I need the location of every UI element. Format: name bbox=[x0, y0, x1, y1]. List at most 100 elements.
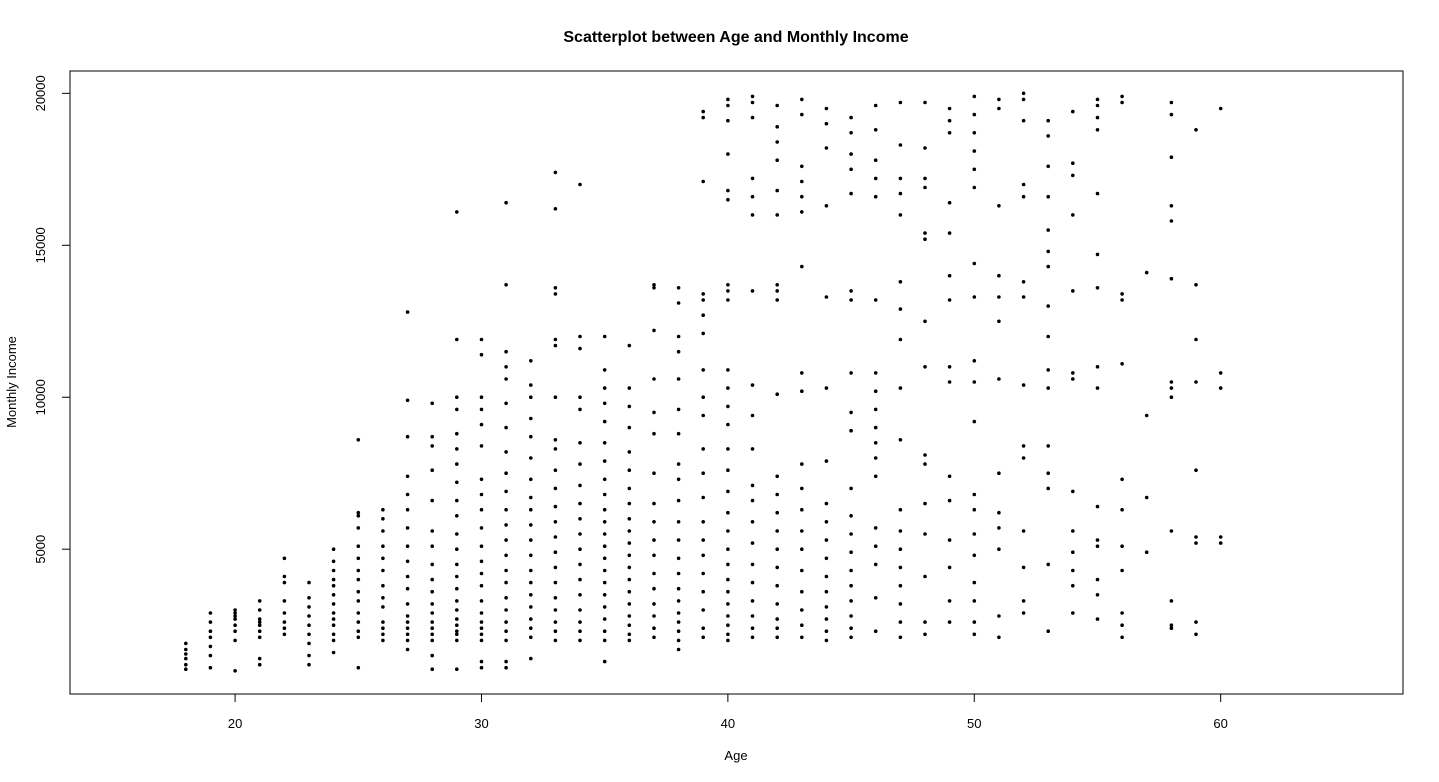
data-point bbox=[455, 574, 459, 579]
data-point bbox=[282, 580, 287, 585]
data-point bbox=[652, 377, 656, 381]
data-point bbox=[947, 599, 952, 603]
data-point bbox=[331, 559, 336, 564]
data-point bbox=[627, 450, 632, 454]
data-point bbox=[455, 667, 459, 671]
data-point bbox=[479, 559, 484, 564]
data-point bbox=[1046, 444, 1050, 448]
y-axis: 5000 10000 15000 20000 bbox=[33, 75, 71, 564]
data-point bbox=[750, 580, 755, 585]
data-point bbox=[455, 431, 459, 436]
data-point bbox=[997, 510, 1001, 515]
data-point bbox=[1046, 134, 1050, 138]
data-point bbox=[972, 261, 977, 266]
data-point bbox=[504, 349, 508, 354]
data-point bbox=[972, 419, 977, 424]
data-point bbox=[282, 620, 287, 624]
data-point bbox=[898, 176, 903, 181]
data-point bbox=[479, 352, 484, 357]
data-point bbox=[676, 638, 681, 643]
data-point bbox=[726, 197, 730, 202]
data-point bbox=[824, 589, 829, 594]
data-point bbox=[947, 131, 952, 135]
data-point bbox=[578, 483, 582, 488]
data-point bbox=[1144, 495, 1149, 500]
data-point bbox=[1021, 118, 1026, 123]
data-point bbox=[750, 115, 755, 120]
data-point bbox=[676, 538, 681, 542]
data-point bbox=[972, 580, 977, 585]
data-point bbox=[701, 520, 705, 524]
data-point bbox=[652, 431, 656, 436]
data-point bbox=[455, 586, 459, 591]
data-point bbox=[405, 586, 410, 591]
data-point bbox=[1095, 128, 1100, 132]
data-point bbox=[184, 667, 188, 671]
data-point bbox=[947, 365, 952, 369]
data-point bbox=[208, 665, 213, 670]
data-point bbox=[553, 608, 558, 612]
data-point bbox=[602, 401, 607, 406]
data-point bbox=[750, 562, 755, 567]
data-point bbox=[1046, 228, 1050, 232]
data-point bbox=[479, 492, 484, 497]
data-point bbox=[1021, 194, 1026, 199]
data-point bbox=[972, 94, 977, 99]
data-point bbox=[775, 158, 779, 162]
data-point bbox=[800, 371, 804, 375]
data-point bbox=[972, 553, 977, 558]
data-point bbox=[602, 368, 607, 372]
data-point bbox=[726, 386, 730, 390]
data-point bbox=[873, 128, 878, 132]
data-point bbox=[455, 629, 459, 633]
data-point bbox=[257, 629, 262, 633]
data-point bbox=[873, 441, 878, 445]
data-point bbox=[1021, 456, 1026, 460]
data-point bbox=[430, 468, 435, 473]
data-point bbox=[529, 656, 533, 661]
data-point bbox=[947, 231, 952, 235]
data-point bbox=[1095, 286, 1100, 290]
data-point bbox=[257, 635, 262, 640]
data-point bbox=[701, 553, 705, 558]
data-point bbox=[726, 368, 730, 372]
data-point bbox=[947, 620, 952, 624]
data-point bbox=[479, 395, 484, 400]
data-point bbox=[405, 507, 410, 512]
data-point bbox=[627, 541, 632, 545]
data-point bbox=[824, 605, 829, 609]
data-point bbox=[972, 149, 977, 153]
data-point bbox=[824, 106, 829, 111]
data-point bbox=[479, 659, 484, 664]
data-point bbox=[1095, 593, 1100, 597]
data-point bbox=[208, 629, 213, 633]
data-point bbox=[529, 635, 533, 640]
data-point bbox=[1169, 276, 1174, 281]
data-point bbox=[849, 626, 853, 630]
data-point bbox=[1071, 489, 1075, 494]
data-point bbox=[529, 395, 533, 400]
data-point bbox=[701, 395, 705, 400]
data-point bbox=[356, 577, 361, 582]
data-point bbox=[1046, 194, 1050, 199]
data-point bbox=[1169, 155, 1174, 159]
data-point bbox=[627, 602, 632, 606]
data-point bbox=[504, 553, 508, 558]
data-point bbox=[1071, 109, 1075, 114]
data-point bbox=[307, 653, 311, 658]
data-point bbox=[701, 589, 705, 594]
data-point bbox=[775, 529, 779, 533]
data-point bbox=[430, 529, 435, 533]
data-point bbox=[627, 468, 632, 473]
data-point bbox=[750, 289, 755, 293]
data-point bbox=[898, 602, 903, 606]
data-point bbox=[430, 626, 435, 630]
data-point bbox=[947, 538, 952, 542]
data-point bbox=[873, 562, 878, 567]
data-point bbox=[972, 599, 977, 603]
data-point bbox=[1021, 383, 1026, 387]
data-point bbox=[331, 632, 336, 637]
data-point bbox=[1169, 386, 1174, 390]
data-point bbox=[479, 665, 484, 670]
data-point bbox=[1095, 386, 1100, 390]
